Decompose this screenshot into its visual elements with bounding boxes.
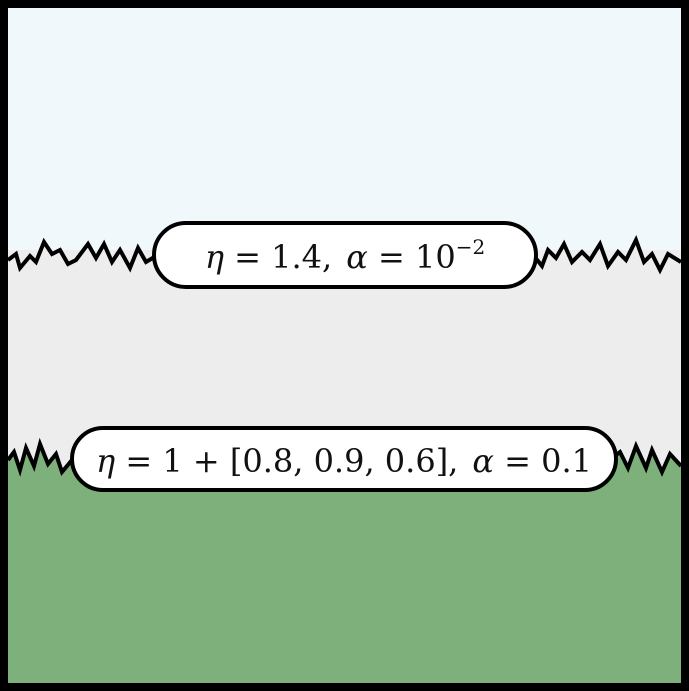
lower-eta-symbol: η [96, 442, 115, 480]
upper-alpha-value: = 10 [368, 238, 456, 276]
upper-crack-left [6, 237, 158, 273]
upper-alpha-symbol: α [346, 238, 368, 276]
upper-alpha-exponent: −2 [456, 235, 485, 259]
upper-label: η = 1.4, α = 10−2 [152, 221, 538, 289]
upper-eta-symbol: η [205, 238, 224, 276]
lower-crack-right [610, 440, 683, 477]
upper-label-text: η = 1.4, α = 10−2 [205, 235, 485, 276]
lower-label-text: η = 1 + [0.8, 0.9, 0.6], α = 0.1 [96, 442, 592, 480]
lower-label: η = 1 + [0.8, 0.9, 0.6], α = 0.1 [70, 426, 618, 492]
lower-interface [6, 437, 683, 477]
lower-alpha-value: = 0.1 [494, 442, 592, 480]
upper-label-pill [152, 221, 538, 289]
upper-interface [6, 234, 683, 275]
lower-alpha-symbol: α [472, 442, 494, 480]
lower-label-pill [70, 426, 618, 492]
lower-crack-left [6, 437, 77, 477]
bottom-region-body [8, 468, 681, 683]
upper-eta-value: = 1.4, [224, 238, 332, 276]
upper-interface-fill-left [8, 242, 156, 272]
upper-crack-right [532, 234, 683, 275]
lower-eta-value: = 1 + [0.8, 0.9, 0.6], [115, 442, 458, 480]
